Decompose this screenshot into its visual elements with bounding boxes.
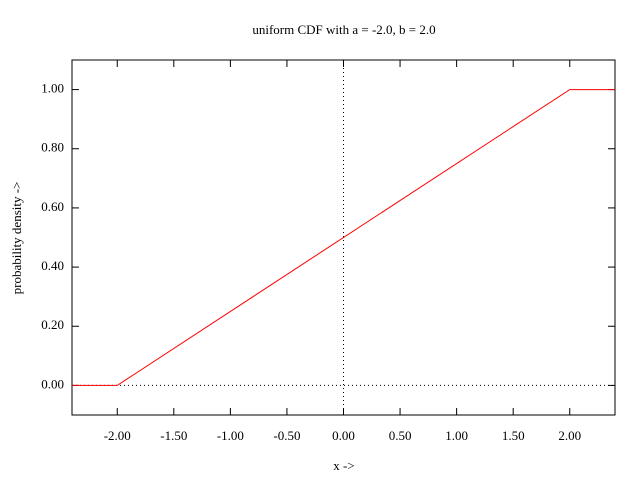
x-tick-label: -0.50 [273,428,300,443]
x-axis-label: x -> [333,458,354,473]
y-tick-label: 0.00 [41,376,64,391]
x-tick-label: -2.00 [104,428,131,443]
line-series [72,89,615,386]
x-tick-label: 1.50 [502,428,525,443]
y-tick-label: 0.20 [41,317,64,332]
y-tick-label: 0.40 [41,258,64,273]
x-tick-label: -1.00 [217,428,244,443]
y-tick-label: 1.00 [41,81,64,96]
chart-title: uniform CDF with a = -2.0, b = 2.0 [252,22,435,37]
y-tick-label: 0.60 [41,199,64,214]
y-axis-label: probability density -> [9,182,24,295]
x-tick-label: 0.00 [332,428,355,443]
y-tick-label: 0.80 [41,140,64,155]
x-tick-label: 2.00 [558,428,581,443]
x-tick-label: 1.00 [445,428,468,443]
x-tick-label: 0.50 [389,428,412,443]
x-tick-label: -1.50 [160,428,187,443]
